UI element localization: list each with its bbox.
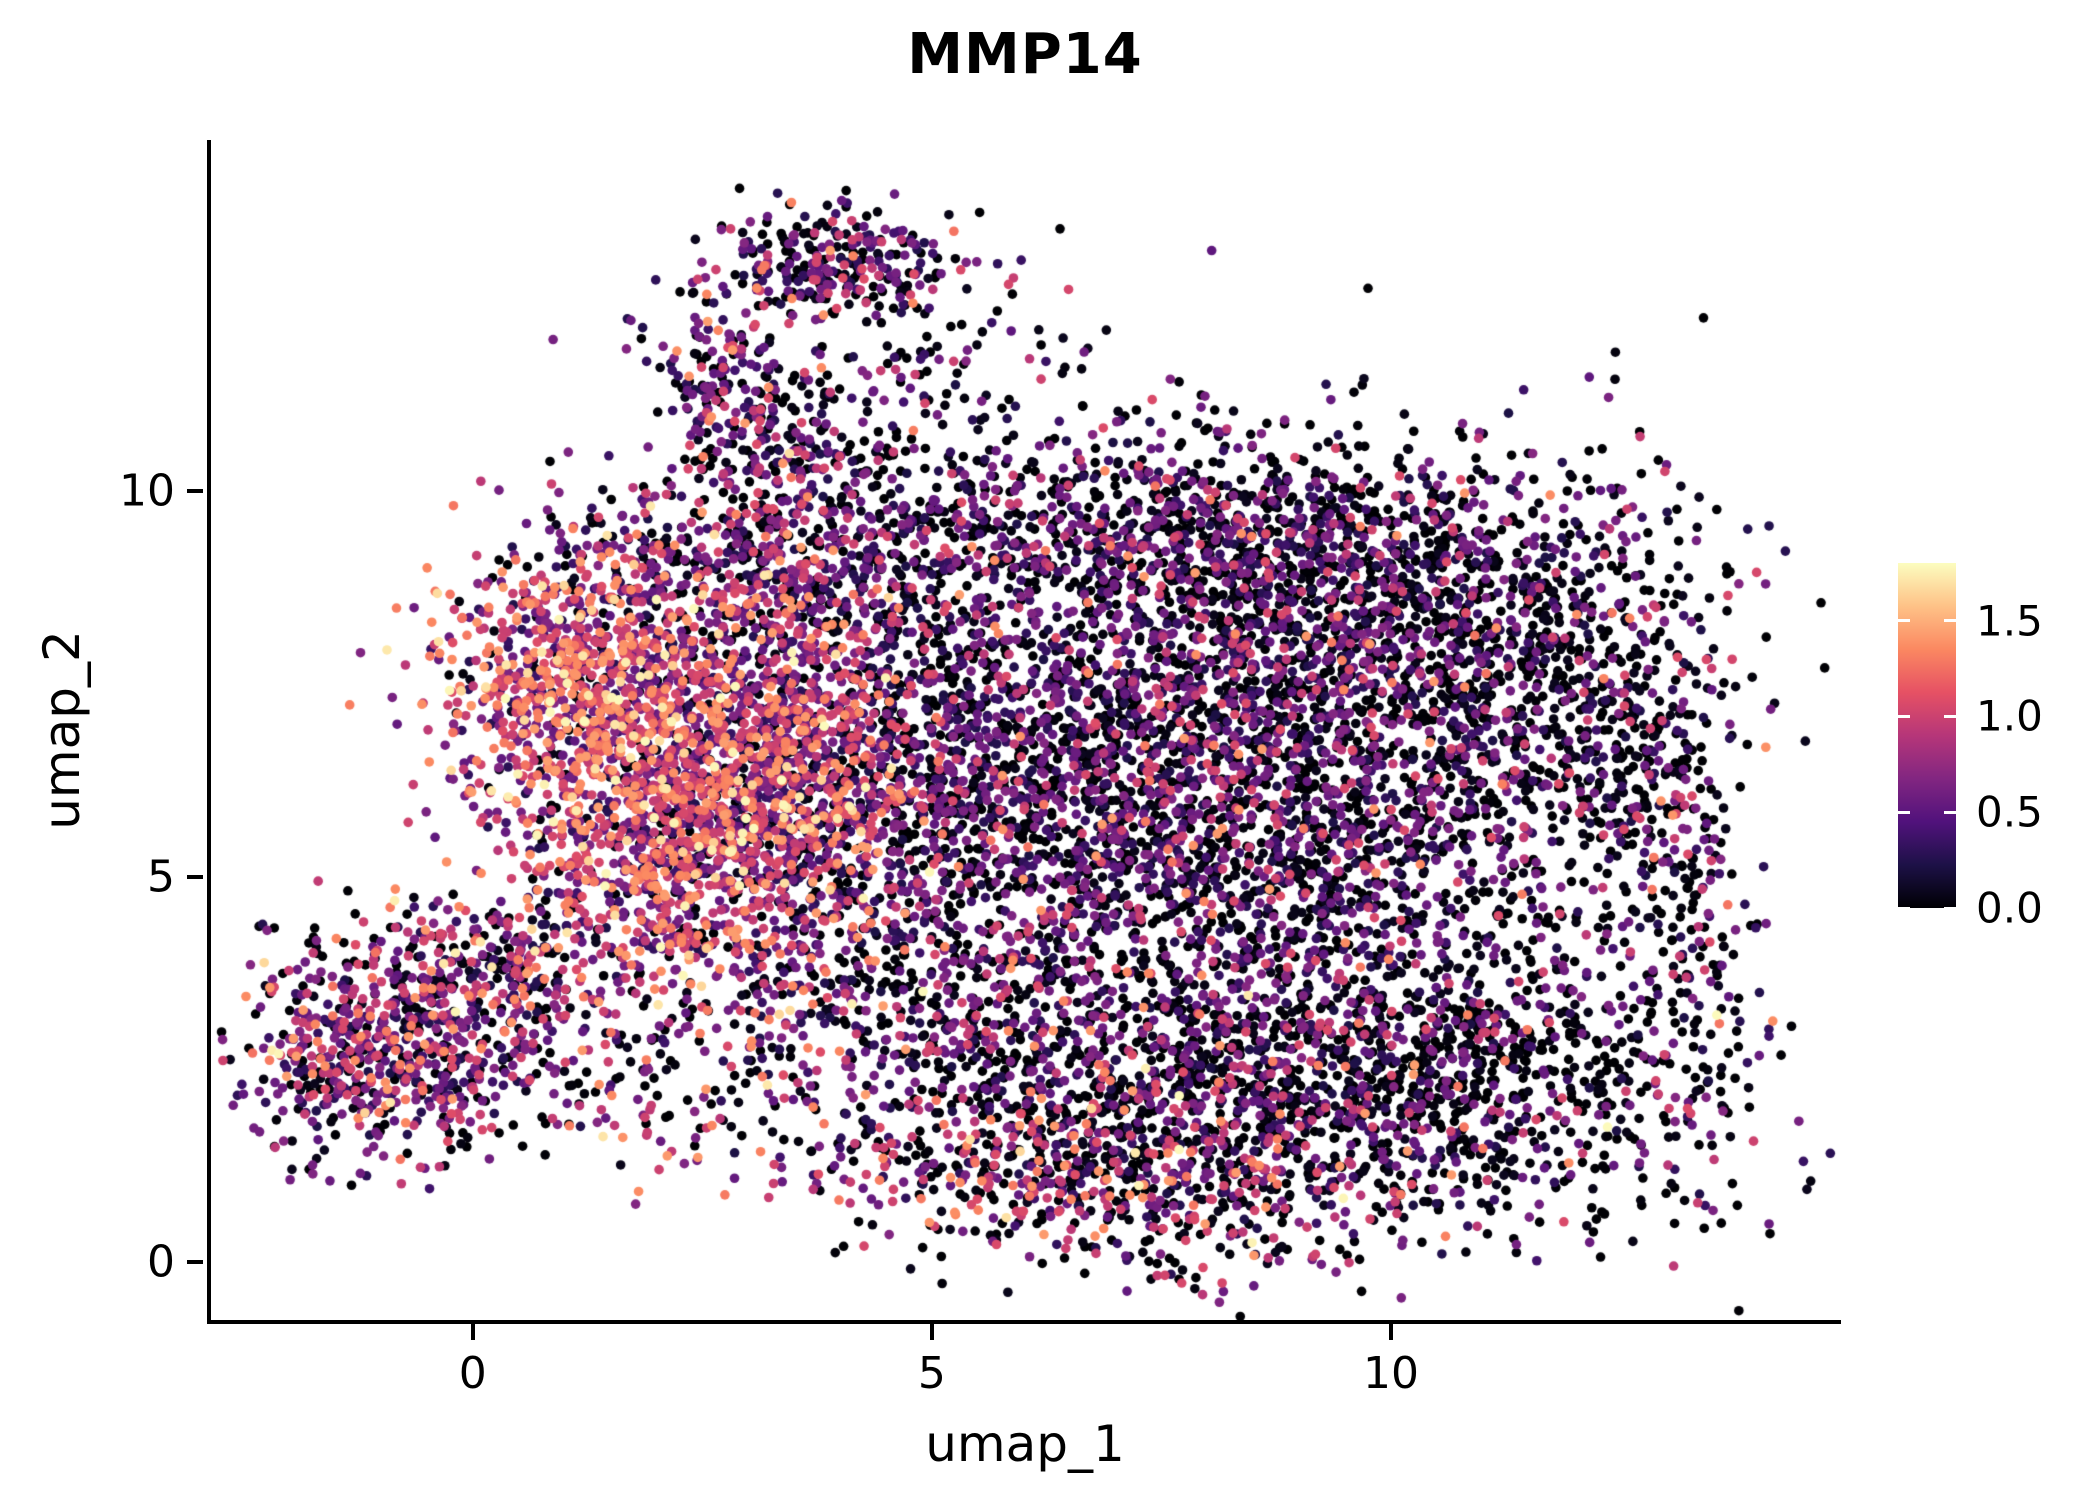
- plot-title: MMP14: [907, 22, 1143, 87]
- colorbar-tick-label: 1.5: [1976, 596, 2043, 645]
- y-tick-label: 10: [119, 465, 175, 517]
- scatter-canvas: [211, 140, 1841, 1320]
- colorbar-tick-mark: [1898, 714, 1910, 718]
- colorbar-tick-label: 0.5: [1976, 787, 2043, 837]
- colorbar-tick-mark: [1898, 619, 1910, 622]
- x-axis-label: umap_1: [925, 1415, 1125, 1473]
- x-tick-mark: [929, 1324, 934, 1340]
- x-tick-mark: [1389, 1324, 1394, 1340]
- colorbar-tick-mark: [1898, 906, 1910, 910]
- y-tick-label: 0: [147, 1236, 175, 1288]
- x-tick-label: 10: [1363, 1348, 1420, 1399]
- y-axis-label: umap_2: [33, 630, 91, 830]
- x-tick-label: 0: [458, 1348, 487, 1399]
- x-tick-mark: [470, 1324, 475, 1340]
- x-tick-label: 5: [917, 1348, 946, 1399]
- colorbar-tick-mark: [1944, 906, 1956, 910]
- colorbar-tick-mark: [1944, 810, 1956, 814]
- colorbar-tick-mark: [1944, 714, 1956, 718]
- y-tick-mark: [187, 874, 203, 879]
- plot-area: [207, 140, 1841, 1324]
- colorbar-tick-mark: [1944, 619, 1956, 622]
- y-tick-mark: [187, 1260, 203, 1265]
- y-tick-mark: [187, 488, 203, 493]
- colorbar-tick-label: 1.0: [1976, 691, 2043, 741]
- colorbar-legend: 0.0 0.5 1.0 1.5: [1898, 563, 2100, 933]
- colorbar-tick-label: 0.0: [1976, 883, 2043, 933]
- y-tick-label: 5: [147, 851, 175, 903]
- colorbar-tick-mark: [1898, 810, 1910, 814]
- colorbar-gradient: [1898, 563, 1956, 910]
